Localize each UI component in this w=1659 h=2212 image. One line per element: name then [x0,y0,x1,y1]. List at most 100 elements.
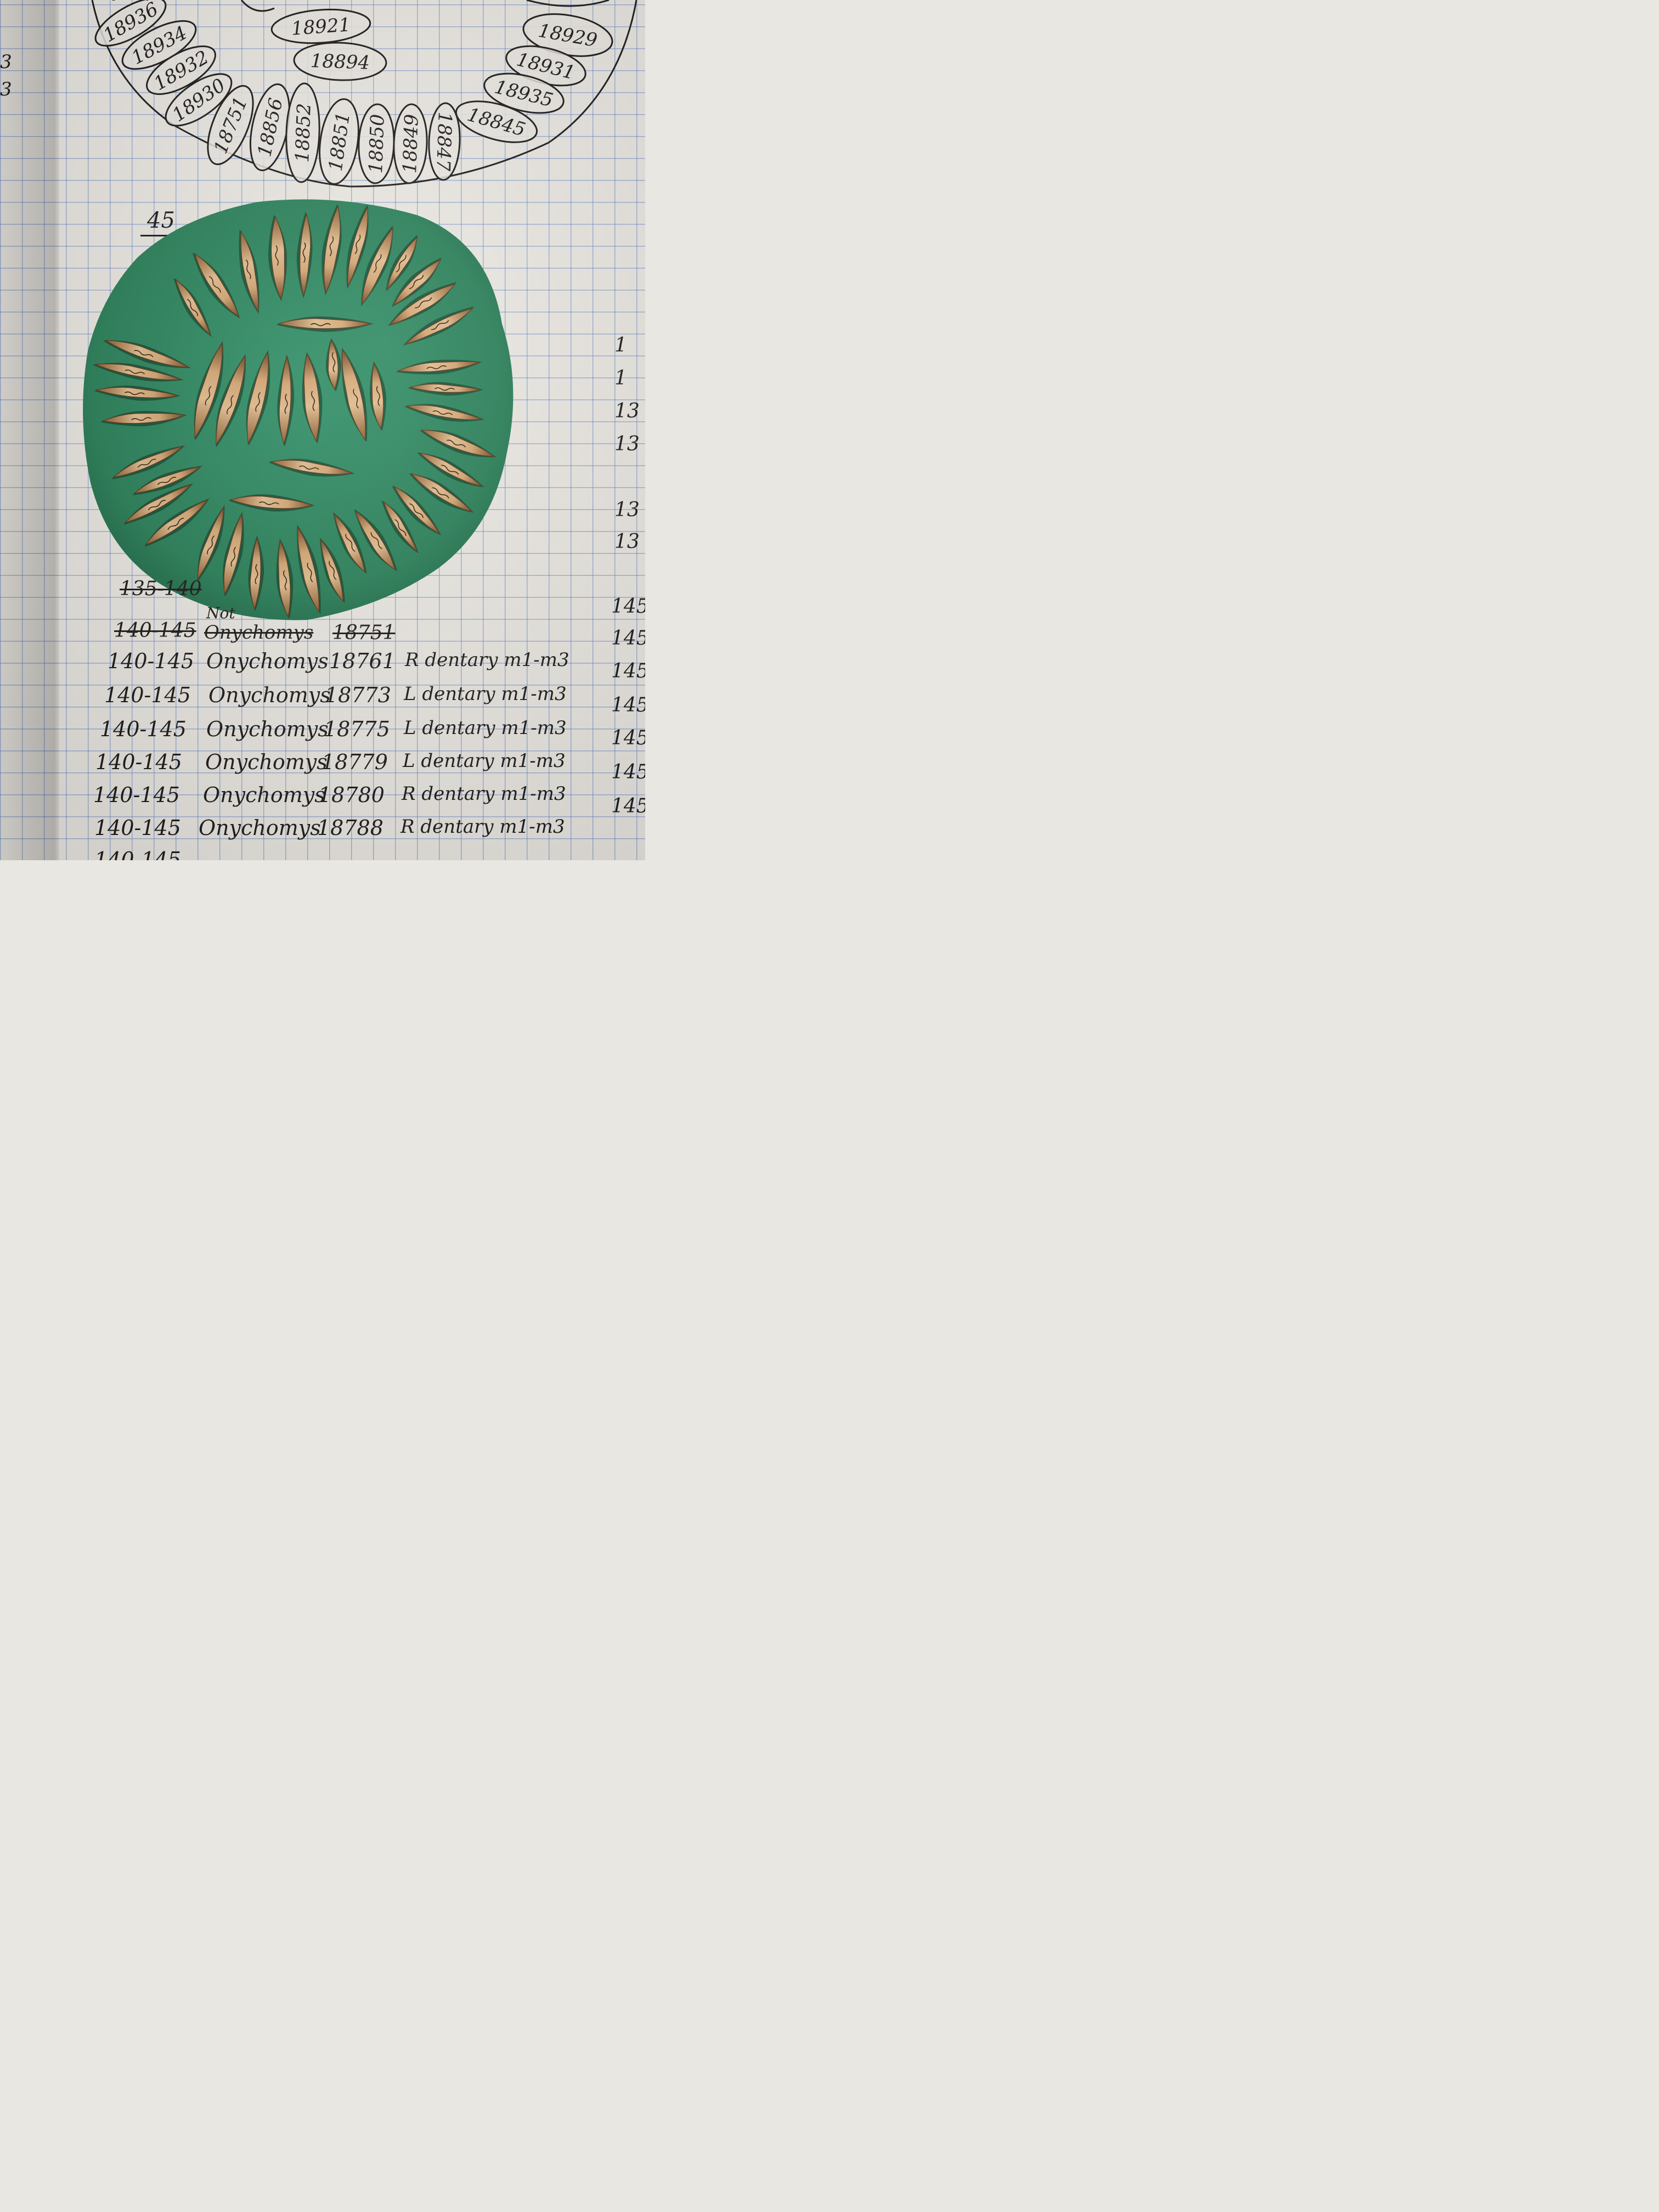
dentary-bone [192,252,240,319]
dentary-bone [194,341,224,441]
struck-interval: 135-140 [120,578,202,600]
dentary-bone [404,404,484,422]
catalog-number: 18780 [318,783,385,807]
catalog-interval: 140-145 [95,750,182,774]
dentary-bone [173,278,212,337]
right-margin-text: 13 [614,400,640,422]
right-margin-text: 145- [611,761,645,783]
catalog-element: R dentary m1-m3 [402,783,566,805]
dentary-bone [92,363,184,382]
catalog-element: L dentary m1-m3 [404,683,567,705]
catalog-element: L dentary m1-m3 [404,717,567,739]
dentary-bone [321,204,342,296]
dentary-bone [248,535,264,612]
diagram-outline [91,0,637,188]
dentary-bone [100,411,187,426]
count-underline [140,235,184,236]
dentary-bone [111,445,185,479]
dentary-bone [296,211,313,298]
right-margin-text: 145- [611,727,645,749]
diagram-oval: 18851 [319,98,359,185]
dentary-bone [246,349,270,446]
right-margin-text: 1 [614,367,627,390]
dentary-bone [392,486,442,536]
diagram-oval: 18751 [207,85,254,165]
dentary-bone [386,234,418,292]
diagram-oval-label: 18850 [365,114,389,174]
dentary-bone [197,505,225,582]
dentary-bone [409,473,474,513]
dentary-bone [326,338,341,392]
tray-count-label: 45 [147,208,175,233]
catalog-number: 18788 [317,816,383,840]
dentary-bone [407,382,483,396]
dentary-bone [228,494,315,512]
catalog-taxon: Onychomys [208,683,331,707]
dentary-bone [332,512,367,574]
dentary-bone [419,430,496,458]
catalog-interval: 140-145 [93,783,180,807]
catalog-element: R dentary m1-m3 [400,816,565,838]
right-margin-text: 145- [611,795,645,817]
diagram-oval: 18921 [270,8,371,44]
catalog-taxon: Onychomys [203,783,325,807]
catalog-interval: 140-145 [94,816,181,840]
catalog-interval: 140-145 [100,717,187,741]
dentary-bone [381,500,419,554]
catalog-taxon: Onychomys [199,816,321,840]
dentary-bone [223,511,244,597]
diagram-oval-label: 18847 [432,111,456,172]
diagram-oval: 18894 [293,42,387,81]
dentary-bone [369,361,387,431]
dentary-bone [94,385,180,401]
right-margin-text: 13 [614,531,640,553]
right-margin-text: 145 [611,595,645,618]
dentary-bone [396,359,482,375]
diagram-oval: 18934 [121,20,197,70]
diagram-oval-label: 18852 [291,103,315,163]
catalog-interval: 140-145 [94,848,181,860]
catalog-interval: 140-145 [104,683,191,707]
dentary-bone [391,257,442,307]
dentary-bone [123,483,194,525]
diagram-oval: 18849 [393,103,428,184]
diagram-oval: 18929 [522,13,613,57]
dentary-bone [132,466,202,495]
dentary-bone [276,538,294,619]
right-margin-text: 145 [611,660,645,682]
dentary-bone [388,282,456,326]
diagram-oval-label: 18921 [291,14,352,40]
dentary-bone [276,316,374,332]
bone-specimens [92,204,496,619]
dentary-bone [346,204,369,289]
catalog-number: 18773 [325,683,391,707]
foam-specimen-tray [83,199,514,620]
dentary-bone [320,537,345,603]
dentary-bone [354,509,398,572]
dentary-bone [403,306,475,346]
struck-row-interval: 140-145 [114,619,196,642]
diagram-oval: 18852 [285,82,320,183]
dentary-bone [216,354,246,448]
right-margin-text: 13 [614,499,640,521]
dentary-bone [103,340,191,368]
right-margin-text: 145- [611,694,645,716]
right-margin-text: 145 [611,627,645,650]
right-margin-text: 13 [614,433,640,455]
left-margin-digit: 3 [0,51,12,73]
catalog-number: 18775 [324,717,390,741]
dentary-bone [144,498,210,548]
catalog-taxon: Onychomys [206,649,329,673]
diagram-oval: 18850 [358,103,395,184]
dentary-bone [302,352,323,444]
notebook-page: 3 3 18936 18934 18932 18930 18751 18856 18852 1… [0,0,645,860]
struck-row-number: 18751 [332,622,396,644]
struck-row-taxon: Onychomys [204,622,314,644]
diagram-oval-label: 18894 [310,50,370,74]
left-margin-digit: 3 [0,78,12,100]
dentary-bone [268,215,287,301]
diagram-oval: 18856 [250,83,290,172]
dentary-bone [341,347,368,442]
dentary-bone [268,459,355,477]
